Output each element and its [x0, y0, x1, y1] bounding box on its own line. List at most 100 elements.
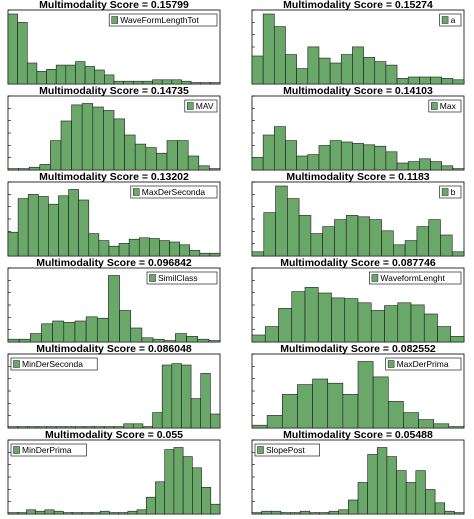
legend-label: MAV: [196, 101, 214, 111]
histogram-bar: [444, 510, 455, 515]
panel-title: Multimodality Score = 0.055: [45, 429, 183, 441]
histogram-bar: [161, 364, 173, 429]
histogram-bar: [385, 64, 398, 85]
histogram-bar: [454, 512, 465, 515]
histogram-bar: [98, 240, 110, 257]
histogram-bar: [386, 456, 397, 515]
histogram-bar: [138, 237, 150, 257]
histogram-bar: [266, 415, 283, 429]
histogram-bar: [263, 212, 276, 257]
legend-label: Max: [440, 101, 457, 111]
panel-title: Multimodality Score = 0.05488: [283, 429, 433, 441]
histogram-bar: [396, 162, 409, 171]
histogram-bar: [136, 509, 147, 515]
histogram-bar: [94, 69, 105, 85]
histogram-bar: [318, 145, 331, 171]
histogram-bar: [85, 316, 98, 343]
histogram-bar: [81, 512, 92, 515]
panel-title: Multimodality Score = 0.087746: [280, 257, 436, 269]
histogram-bar: [152, 412, 163, 429]
histogram-bar: [109, 512, 119, 515]
histogram-bar: [296, 155, 309, 171]
histogram-bar: [37, 196, 49, 257]
histogram-bar: [385, 151, 398, 171]
histogram-bar: [7, 426, 18, 429]
histogram-bar: [357, 302, 372, 343]
histogram-bar: [348, 499, 359, 515]
histogram-bar: [318, 57, 331, 85]
histogram-bar: [163, 340, 176, 343]
legend-swatch: [111, 16, 118, 24]
histogram-bar: [285, 54, 297, 85]
histogram-bar: [434, 502, 446, 515]
histogram-bar: [328, 510, 340, 515]
legend-box: [369, 271, 462, 285]
histogram-bar: [75, 426, 86, 429]
legend-swatch: [13, 446, 20, 454]
histogram-bar: [123, 80, 134, 85]
histogram-bar: [28, 166, 41, 171]
histogram-panel: Multimodality Score = 0.082552 MaxDerPrim…: [251, 343, 465, 429]
histogram-bar: [372, 376, 389, 429]
histogram-bar: [425, 489, 436, 515]
histogram-bar: [36, 71, 47, 85]
legend: MAV: [184, 99, 218, 113]
legend-label: a: [451, 15, 456, 25]
histogram-bar: [132, 423, 144, 429]
histogram-bar: [108, 275, 120, 343]
histogram-bar: [352, 143, 364, 171]
histogram-bar: [26, 509, 36, 515]
legend-swatch: [133, 188, 140, 196]
histogram-bar: [119, 310, 132, 343]
histogram-bar: [384, 305, 399, 343]
histogram-bar: [363, 57, 376, 85]
legend-box: [146, 271, 218, 285]
histogram-bar: [415, 470, 426, 515]
histogram-bar: [17, 426, 28, 429]
histogram-bar: [312, 378, 329, 429]
panel-title: Multimodality Score = 0.1183: [286, 171, 429, 183]
histogram-bar: [387, 401, 404, 429]
histogram-bar: [307, 154, 320, 171]
histogram-bar: [340, 141, 353, 171]
histogram-bar: [338, 509, 349, 515]
panel-title: Multimodality Score = 0.096842: [36, 257, 192, 269]
histogram-bar: [418, 419, 435, 429]
histogram-bar: [63, 322, 76, 343]
histogram-bar: [357, 361, 374, 429]
histogram-bar: [7, 231, 19, 257]
histogram-bar: [60, 120, 72, 171]
legend-swatch: [441, 16, 449, 24]
histogram-bar: [441, 165, 454, 171]
legend-swatch: [257, 446, 264, 454]
histogram-bar: [113, 118, 125, 171]
histogram-bar: [367, 454, 378, 515]
histogram-bar: [340, 54, 353, 85]
histogram-bar: [201, 487, 212, 515]
legend-box: [130, 185, 218, 199]
histogram-bar: [177, 140, 189, 171]
histogram-bar: [108, 245, 120, 257]
histogram-bar: [209, 168, 221, 171]
histogram-bar: [145, 147, 157, 171]
histogram-bar: [27, 194, 39, 257]
histogram-bar: [290, 512, 301, 515]
histogram-bar: [433, 423, 450, 429]
histogram-bar: [55, 64, 67, 85]
histogram-panel: Multimodality Score = 0.15799 WaveFormLen…: [7, 0, 221, 85]
histogram-bar: [452, 168, 465, 171]
histogram-bar: [309, 512, 320, 515]
histogram-bar: [190, 82, 202, 85]
histogram-bar: [357, 482, 368, 515]
histogram-bar: [209, 252, 221, 257]
histogram-bar: [7, 168, 19, 171]
histogram-bar: [423, 313, 438, 343]
histogram-bar: [134, 143, 147, 171]
histogram-bar: [58, 195, 69, 257]
histogram-bar: [264, 326, 279, 343]
histogram-bar: [171, 79, 182, 85]
histogram-bar: [124, 134, 136, 171]
histogram-bar: [36, 426, 47, 429]
legend-label: WaveFormLengthTot: [120, 15, 199, 25]
histogram-bar: [419, 76, 431, 85]
